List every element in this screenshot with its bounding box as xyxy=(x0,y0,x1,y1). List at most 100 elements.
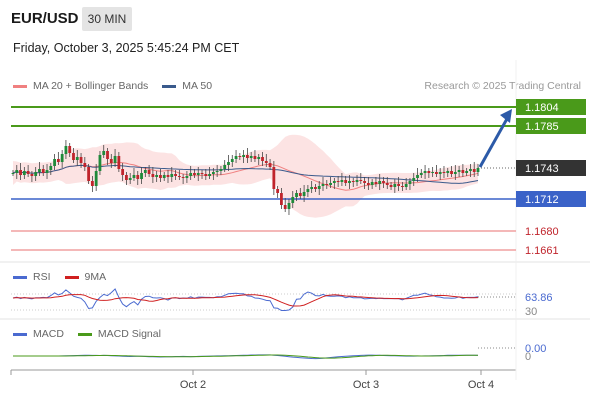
candle xyxy=(196,167,200,181)
resistance-tag xyxy=(516,99,586,115)
candle xyxy=(280,188,283,209)
candle-body xyxy=(366,183,370,185)
candle xyxy=(298,188,302,199)
candle-body xyxy=(476,168,480,172)
candle-body xyxy=(87,167,91,181)
candle xyxy=(450,166,453,177)
candle-body xyxy=(465,171,469,173)
candle-body xyxy=(159,175,162,178)
legend-ma20-label: MA 20 + Bollinger Bands xyxy=(33,80,149,92)
candle-body xyxy=(30,174,34,176)
candle xyxy=(140,167,143,184)
candle xyxy=(283,198,287,212)
candle xyxy=(143,167,147,177)
candle xyxy=(302,185,306,202)
candle xyxy=(230,155,234,167)
candle-body xyxy=(329,183,332,185)
candle xyxy=(128,173,132,184)
candle-body xyxy=(193,173,196,175)
candle-body xyxy=(431,172,435,173)
candle xyxy=(408,178,412,190)
candle xyxy=(155,171,159,182)
macd-lower-label: 0 xyxy=(525,351,531,363)
legend-macd-signal-label: MACD Signal xyxy=(97,328,161,340)
candle xyxy=(56,152,60,165)
candle-body xyxy=(419,173,423,175)
candle-body xyxy=(189,173,193,176)
candle-body xyxy=(200,173,204,174)
candle-body xyxy=(83,163,87,167)
candle xyxy=(174,170,177,180)
candle-body xyxy=(249,156,253,158)
candle-body xyxy=(11,173,15,174)
candle xyxy=(306,185,310,197)
candle-body xyxy=(22,171,26,175)
candle-body xyxy=(223,165,227,169)
candle-body xyxy=(15,170,19,173)
candle xyxy=(245,148,249,163)
candle xyxy=(34,167,38,181)
candle xyxy=(227,155,230,171)
candle xyxy=(442,166,446,178)
legend-rsi: RSI xyxy=(13,271,51,283)
candle-body xyxy=(53,159,56,166)
candle-body xyxy=(162,175,166,178)
candle-body xyxy=(166,175,170,177)
candle-body xyxy=(94,171,98,186)
candle-body xyxy=(128,178,132,180)
candle xyxy=(147,165,151,177)
candle xyxy=(64,140,68,159)
candle xyxy=(314,184,317,192)
candle xyxy=(72,148,75,163)
candle xyxy=(151,167,155,183)
candle-body xyxy=(230,159,234,162)
candle xyxy=(348,175,351,189)
candle xyxy=(253,150,257,162)
timeframe-button[interactable]: 30 MIN xyxy=(82,7,132,31)
legend-macd-swatch xyxy=(13,332,27,336)
candle xyxy=(446,168,450,177)
candle xyxy=(136,171,140,185)
candle-body xyxy=(257,157,261,159)
candle-body xyxy=(253,156,257,159)
candle-body xyxy=(211,172,215,174)
candle xyxy=(419,169,423,178)
candle xyxy=(189,166,193,180)
candle-body xyxy=(446,171,450,173)
candle-body xyxy=(49,166,53,170)
candle-body xyxy=(26,171,30,174)
resistance-tag-label: 1.1804 xyxy=(525,102,559,114)
candle-body xyxy=(295,193,298,197)
candle-body xyxy=(457,170,461,172)
candle xyxy=(382,177,385,188)
candle-body xyxy=(72,153,75,160)
candle xyxy=(193,169,196,178)
candle xyxy=(53,154,56,170)
candle xyxy=(427,168,431,178)
candle-body xyxy=(170,174,174,177)
candle-body xyxy=(382,181,385,183)
candle xyxy=(45,164,49,179)
candle xyxy=(472,162,476,177)
candle xyxy=(268,159,272,170)
candle xyxy=(98,151,102,175)
level-support_major-3: 1.1712 xyxy=(11,191,586,207)
candle xyxy=(121,163,125,181)
candle-body xyxy=(348,181,351,183)
candle-body xyxy=(280,193,283,205)
candle-body xyxy=(385,183,389,185)
candle-body xyxy=(113,156,117,163)
candle xyxy=(344,176,348,186)
candle xyxy=(19,163,22,180)
candle-body xyxy=(314,187,317,189)
candle xyxy=(238,153,242,160)
candle-body xyxy=(340,180,344,182)
candle xyxy=(378,174,382,190)
support-tag xyxy=(516,191,586,207)
legend-rsi-label: RSI xyxy=(33,271,51,283)
candle xyxy=(38,162,41,176)
candle xyxy=(435,165,438,177)
candle xyxy=(412,173,416,186)
candle xyxy=(465,168,469,176)
candle xyxy=(219,166,223,175)
